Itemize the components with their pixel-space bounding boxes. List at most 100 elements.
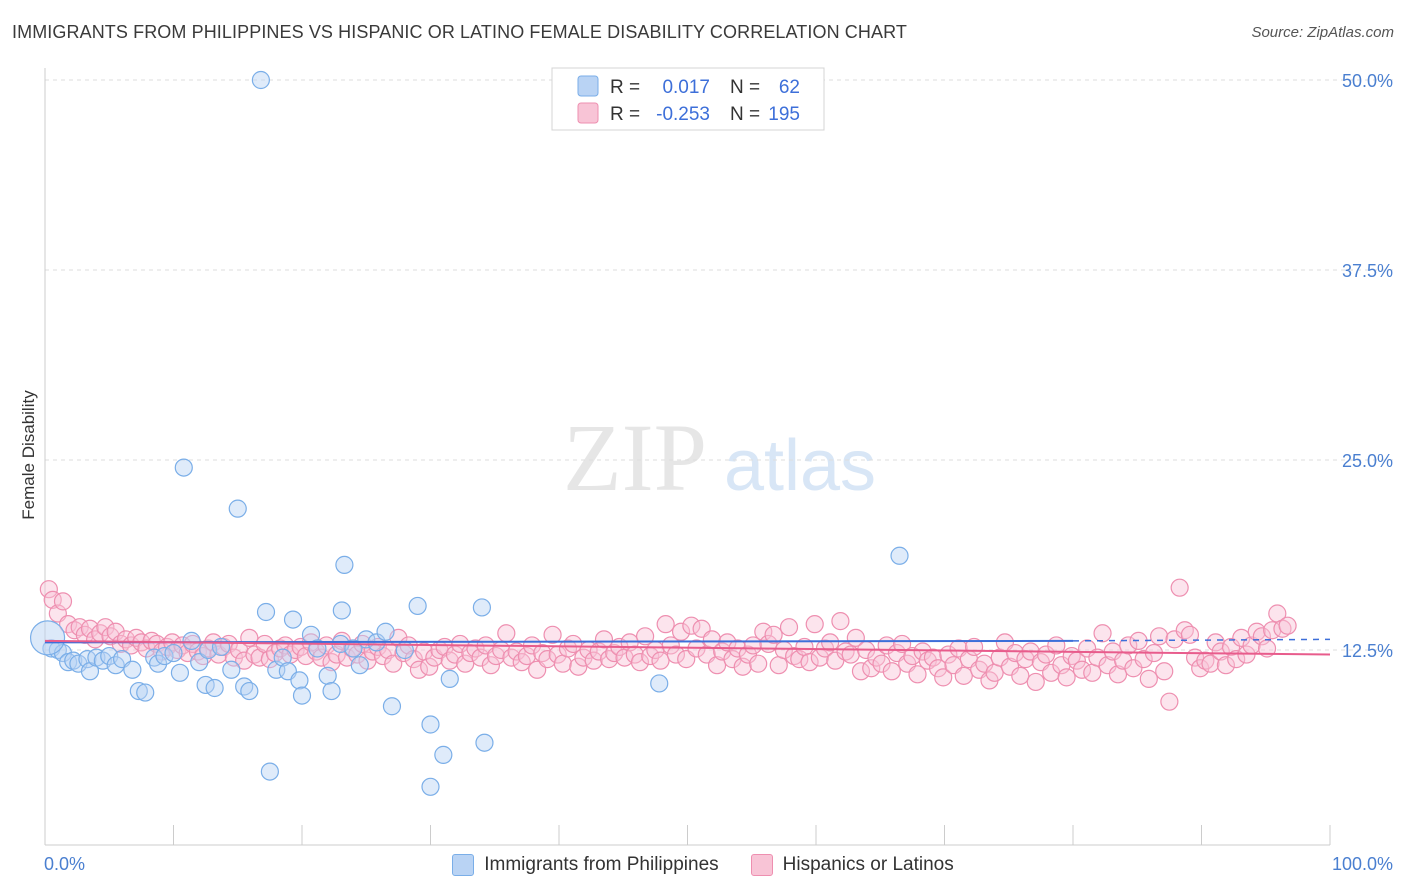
philippines-point: [376, 622, 395, 641]
hispanic-point: [805, 615, 824, 634]
philippines-point: [335, 555, 354, 574]
hispanic-point: [420, 657, 439, 676]
x-tick-label-max: 100.0%: [1332, 854, 1393, 874]
philippines-point: [260, 762, 279, 781]
stats-legend: R = 0.017 N = 62 R = -0.253 N = 195: [551, 67, 825, 131]
hispanic-point: [1201, 654, 1220, 673]
hispanic-point: [1155, 662, 1174, 681]
swatch-hispanic: [750, 854, 773, 876]
hispanic-point: [1088, 648, 1107, 667]
hispanic-point: [1170, 578, 1189, 597]
hispanic-point: [327, 645, 346, 664]
philippines-point: [228, 499, 247, 518]
hispanic-point: [1108, 665, 1128, 684]
hispanic-point: [651, 651, 670, 670]
legend-r-label-2: R =: [610, 104, 640, 125]
gridlines: [45, 79, 1395, 651]
hispanic-point: [53, 592, 73, 611]
legend-r-label-1: R =: [610, 77, 640, 98]
hispanic-point: [985, 663, 1004, 682]
philippines-point: [408, 596, 427, 616]
legend-item-philippines: Immigrants from Philippines: [452, 854, 719, 876]
philippines-point: [273, 648, 292, 667]
hispanic-point: [851, 662, 871, 681]
hispanic-point: [1072, 660, 1092, 679]
philippines-point: [382, 697, 402, 716]
philippines-point: [421, 715, 440, 734]
hispanic-point: [671, 622, 691, 641]
philippines-trend-extension: [1072, 638, 1331, 642]
philippines-point: [148, 654, 168, 673]
hispanic-point: [1134, 650, 1153, 669]
hispanic-point: [517, 646, 536, 666]
bottom-legend: Immigrants from Philippines Hispanics or…: [0, 852, 1406, 878]
philippines-point: [434, 745, 453, 764]
legend-r-value-1: 0.017: [662, 77, 710, 98]
y-tick-label: 25.0%: [1342, 451, 1393, 471]
hispanic-point: [923, 648, 943, 667]
hispanic-point: [1011, 666, 1030, 685]
y-tick-label: 37.5%: [1342, 261, 1393, 281]
hispanic-point: [764, 625, 783, 644]
hispanic-point: [682, 616, 701, 635]
philippines-point: [251, 70, 270, 90]
hispanic-point: [769, 656, 788, 675]
hispanic-point: [954, 666, 973, 685]
philippines-point: [290, 671, 309, 690]
hispanic-point: [934, 668, 953, 687]
hispanic-point: [836, 642, 855, 661]
hispanic-point: [1273, 619, 1292, 638]
philippines-point: [129, 681, 148, 701]
philippines-point: [174, 458, 193, 477]
legend-n-label-2: N =: [730, 104, 760, 125]
hispanic-point: [96, 618, 115, 637]
hispanic-point: [80, 619, 100, 638]
hispanic-point: [466, 639, 485, 658]
philippines-points: [29, 70, 909, 796]
philippines-point: [190, 653, 209, 672]
hispanic-point: [564, 634, 583, 654]
legend-n-value-1: 62: [779, 77, 800, 98]
hispanic-point: [1211, 642, 1230, 661]
swatch-philippines: [452, 854, 475, 876]
hispanic-point: [65, 621, 84, 640]
philippines-point: [440, 669, 459, 688]
hispanic-point: [630, 653, 650, 672]
hispanic-point: [862, 659, 881, 678]
philippines-point: [64, 651, 83, 670]
philippines-point: [222, 660, 241, 679]
philippines-point: [322, 681, 341, 701]
hispanic-point: [584, 651, 603, 670]
hispanic-point: [872, 654, 891, 673]
hispanic-point: [913, 642, 932, 661]
trend-lines: [44, 638, 1331, 656]
hispanic-point: [831, 612, 850, 631]
chart-title: IMMIGRANTS FROM PHILIPPINES VS HISPANIC …: [12, 22, 907, 42]
legend-r-value-2: -0.253: [656, 104, 710, 125]
hispanic-point: [666, 645, 686, 664]
hispanic-point: [569, 657, 588, 676]
philippines-point: [205, 678, 224, 698]
hispanic-point: [800, 653, 819, 672]
hispanic-point: [1093, 624, 1112, 643]
philippines-point: [283, 610, 303, 629]
philippines-point: [421, 777, 440, 796]
hispanic-trend-line: [44, 639, 1331, 656]
hispanic-point: [543, 625, 562, 644]
legend-label-philippines: Immigrants from Philippines: [484, 854, 719, 875]
legend-swatch-pink: [577, 102, 599, 124]
watermark-zip: ZIP: [563, 404, 707, 511]
philippines-point: [123, 660, 142, 679]
philippines-point: [256, 602, 276, 622]
hispanic-point: [892, 634, 912, 654]
hispanic-point: [707, 656, 727, 675]
hispanic-point: [821, 633, 840, 652]
hispanic-point: [1026, 672, 1045, 692]
legend-n-label-1: N =: [730, 77, 760, 98]
hispanic-point: [1149, 627, 1169, 646]
hispanic-point: [235, 651, 254, 670]
hispanic-point: [1124, 659, 1143, 678]
philippines-point: [890, 546, 909, 565]
philippines-point: [472, 598, 491, 617]
